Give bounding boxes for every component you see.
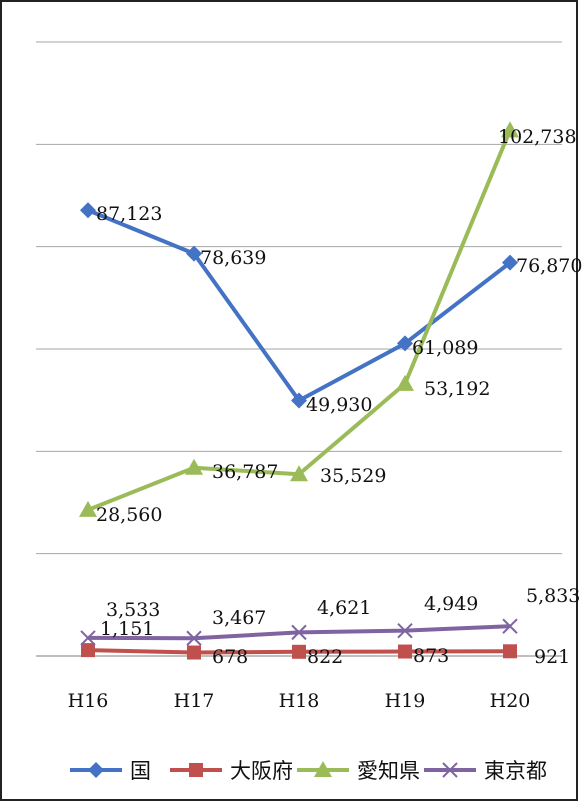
series-line-3 xyxy=(87,129,512,512)
series-group xyxy=(79,121,519,660)
data-point-triangle xyxy=(290,465,308,482)
data-label: 36,787 xyxy=(212,461,278,483)
data-label: 53,192 xyxy=(424,378,490,400)
data-point-diamond xyxy=(80,202,96,219)
legend-label: 愛知県 xyxy=(357,759,420,783)
data-point-square xyxy=(81,643,95,658)
data-point-square xyxy=(292,644,306,659)
data-label: 4,949 xyxy=(424,593,478,615)
x-tick-label: H17 xyxy=(174,690,215,712)
legend-label: 大阪府 xyxy=(230,759,293,783)
data-point-triangle xyxy=(79,500,97,517)
data-label: 78,639 xyxy=(200,247,266,269)
data-point-x xyxy=(80,630,96,646)
legend-label: 東京都 xyxy=(484,759,547,783)
data-label: 61,089 xyxy=(412,337,478,359)
data-label: 87,123 xyxy=(96,203,162,225)
legend-item: 国 xyxy=(70,759,151,783)
data-point-square xyxy=(187,645,201,660)
data-label: 4,621 xyxy=(317,597,371,619)
data-label: 1,151 xyxy=(100,618,154,640)
data-point-x xyxy=(291,624,307,641)
data-point-triangle xyxy=(185,458,203,475)
data-point-x xyxy=(397,622,413,639)
data-label: 921 xyxy=(534,646,570,668)
legend-marker xyxy=(189,763,203,777)
legend-item: 愛知県 xyxy=(297,759,420,783)
data-label: 35,529 xyxy=(320,465,386,487)
data-point-triangle xyxy=(501,121,519,138)
legend-marker xyxy=(314,761,332,777)
data-point-square xyxy=(398,644,412,659)
data-label: 678 xyxy=(212,646,248,668)
x-tick-label: H16 xyxy=(68,690,109,712)
data-label: 76,870 xyxy=(516,255,582,277)
data-label: 102,738 xyxy=(498,126,577,148)
legend: 国 大阪府 愛知県 東京都 xyxy=(70,759,547,783)
legend-marker xyxy=(442,762,458,778)
data-point-x xyxy=(186,630,202,646)
data-labels: 87,123 78,639 49,930 61,089 76,870 1,151 678 82… xyxy=(96,126,582,668)
data-label: 49,930 xyxy=(306,394,372,416)
data-point-diamond xyxy=(291,392,307,409)
data-label: 3,467 xyxy=(212,607,266,629)
data-label: 5,833 xyxy=(526,585,580,607)
data-point-triangle xyxy=(396,374,414,391)
x-tick-label: H19 xyxy=(385,690,426,712)
series-line-1 xyxy=(87,208,512,403)
legend-item: 大阪府 xyxy=(170,759,293,783)
gridlines xyxy=(36,41,562,657)
legend-label: 国 xyxy=(130,759,151,783)
data-label: 822 xyxy=(307,646,343,668)
x-tick-label: H20 xyxy=(490,690,531,712)
data-label: 28,560 xyxy=(96,504,162,526)
data-label: 3,533 xyxy=(106,599,160,621)
x-axis-ticks: H16 H17 H18 H19 H20 xyxy=(68,690,531,712)
data-point-diamond xyxy=(502,254,518,271)
data-point-diamond xyxy=(397,335,413,352)
data-point-square xyxy=(503,644,517,659)
x-tick-label: H18 xyxy=(279,690,320,712)
data-point-x xyxy=(502,618,518,634)
data-point-diamond xyxy=(186,245,202,262)
legend-marker xyxy=(88,762,104,778)
legend-item: 東京都 xyxy=(424,759,547,783)
data-label: 873 xyxy=(413,645,449,667)
